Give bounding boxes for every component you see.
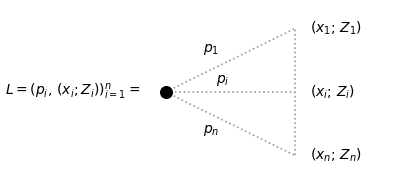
Text: $(x_1;\,Z_1)$: $(x_1;\,Z_1)$: [310, 20, 362, 37]
Text: $p_n$: $p_n$: [203, 123, 219, 139]
Point: [163, 91, 169, 93]
Text: $(x_i;\,Z_i)$: $(x_i;\,Z_i)$: [310, 83, 356, 101]
Text: $p_i$: $p_i$: [216, 73, 229, 88]
Text: $L = (p_i,\,(x_i;Z_i))_{i=1}^{n} = $: $L = (p_i,\,(x_i;Z_i))_{i=1}^{n} = $: [5, 82, 140, 102]
Text: $p_1$: $p_1$: [203, 42, 219, 57]
Text: $(x_n;\,Z_n)$: $(x_n;\,Z_n)$: [310, 147, 362, 164]
